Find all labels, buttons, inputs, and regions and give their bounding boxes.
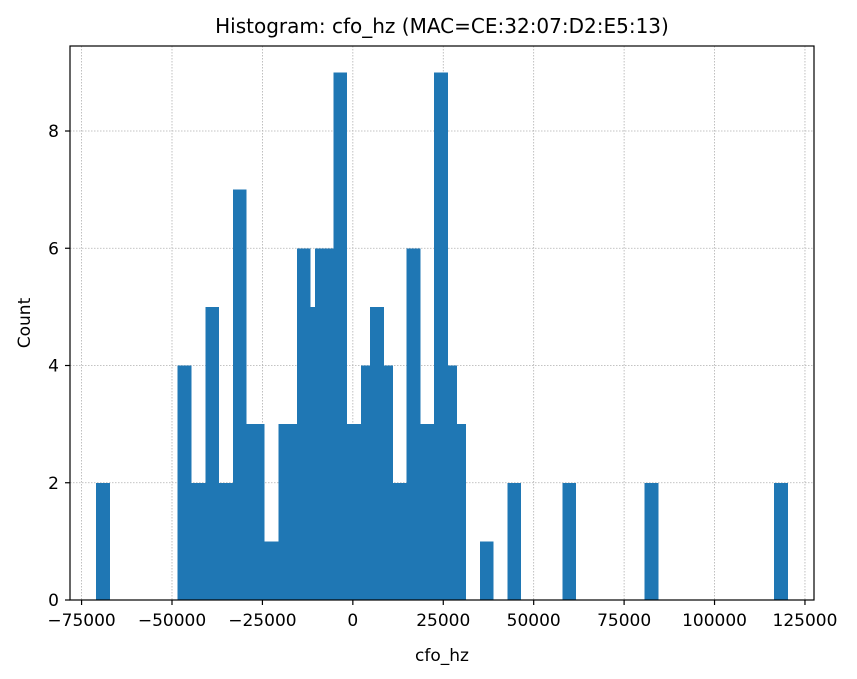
y-tick-label: 6 — [48, 239, 59, 259]
y-tick-label: 8 — [48, 122, 59, 142]
x-tick-label: 50000 — [507, 611, 561, 631]
x-tick-label: −75000 — [47, 611, 115, 631]
x-tick-label: 75000 — [597, 611, 651, 631]
y-tick-label: 2 — [48, 474, 59, 494]
x-axis-ticks: −75000 −50000 −25000 0 25000 50000 75000 100000… — [47, 600, 837, 631]
histogram-bars — [96, 72, 789, 600]
histogram-bar — [774, 482, 789, 600]
plot-frame — [69, 45, 815, 601]
histogram-bar — [507, 482, 522, 600]
y-axis-ticks: 0 2 4 6 8 — [48, 122, 70, 611]
x-tick-label: −25000 — [228, 611, 296, 631]
x-tick-label: 25000 — [416, 611, 470, 631]
x-tick-label: 100000 — [682, 611, 747, 631]
x-tick-label: 125000 — [773, 611, 838, 631]
histogram-bar — [452, 424, 467, 600]
y-tick-label: 0 — [48, 591, 59, 611]
chart-title: Histogram: cfo_hz (MAC=CE:32:07:D2:E5:13… — [215, 14, 669, 38]
histogram-bar — [479, 541, 494, 600]
x-tick-label: 0 — [347, 611, 358, 631]
y-axis-label: Count — [15, 297, 35, 348]
histogram-bar — [562, 482, 577, 600]
x-tick-label: −50000 — [138, 611, 206, 631]
histogram-bar — [96, 482, 110, 600]
y-tick-label: 4 — [48, 357, 59, 377]
histogram-bar — [644, 482, 659, 600]
x-axis-label: cfo_hz — [415, 646, 469, 666]
